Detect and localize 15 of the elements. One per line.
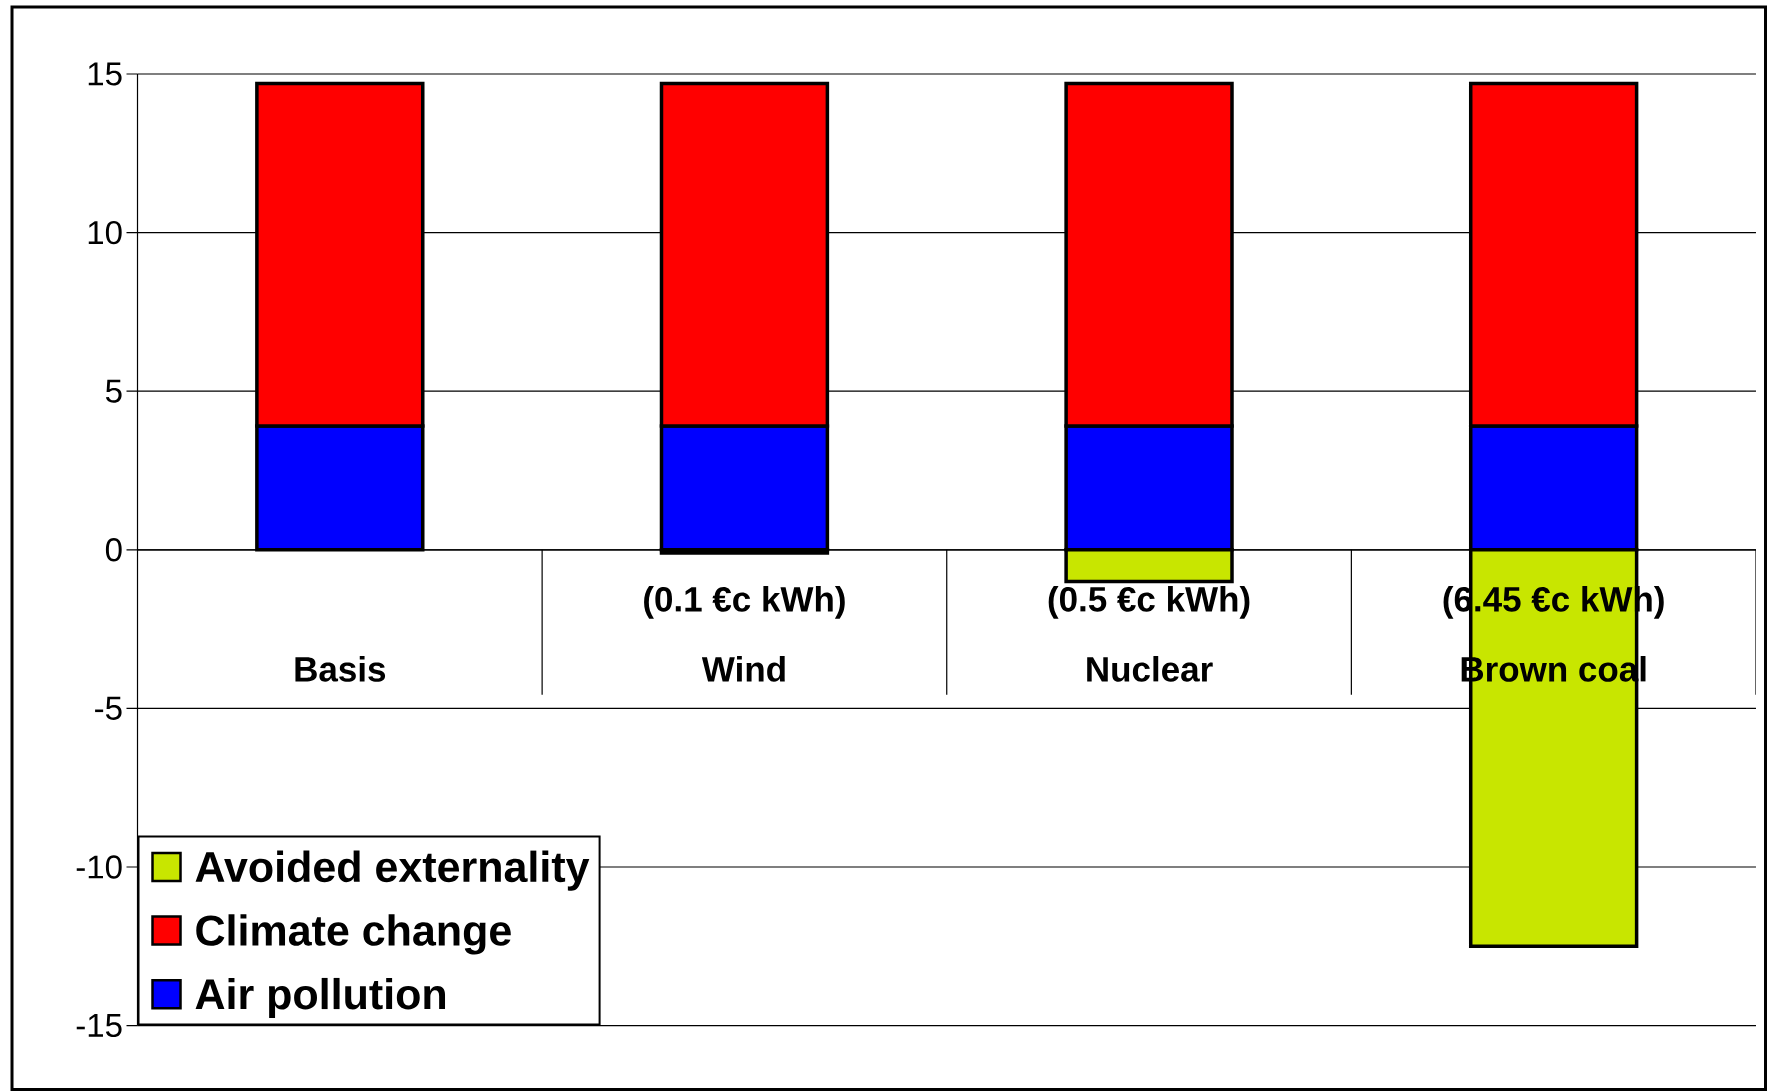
y-tick-label: 15 [88, 62, 122, 86]
legend-label: Avoided externality [195, 850, 590, 891]
x-tick-label: Basis [295, 656, 386, 682]
y-tick-label: -15 [76, 1014, 122, 1038]
y-tick-label: -5 [95, 696, 122, 720]
y-tick-label: 5 [105, 379, 122, 403]
legend-label: Climate change [196, 914, 511, 955]
x-tick-label: Wind [701, 656, 785, 682]
annotation: (0.1 €c kWh) [644, 586, 845, 619]
y-tick-label: 0 [105, 538, 122, 562]
x-tick-label: Nuclear [1087, 656, 1213, 682]
y-tick-label: 10 [88, 220, 122, 245]
legend-label: Air pollution [195, 977, 446, 1019]
y-tick-label: -10 [76, 855, 122, 879]
annotation: (0.5 €c kWh) [1048, 586, 1250, 619]
